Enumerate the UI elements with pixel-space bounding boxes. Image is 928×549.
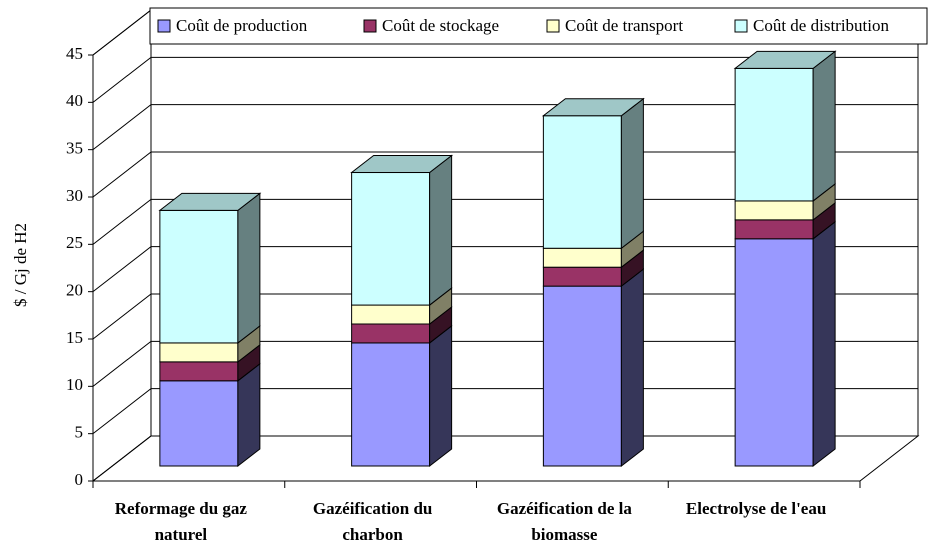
bar-segment xyxy=(734,238,814,467)
y-tick-label: 0 xyxy=(75,470,84,489)
y-tick-label: 45 xyxy=(66,44,83,63)
y-tick-label: 15 xyxy=(66,328,83,347)
bar-segment xyxy=(542,247,622,268)
grid-line xyxy=(92,104,918,151)
bar-segment xyxy=(542,266,622,287)
legend-swatch xyxy=(157,19,171,33)
legend-label: Coût de stockage xyxy=(382,16,499,35)
bar-side xyxy=(620,268,644,468)
y-tick-label: 5 xyxy=(75,423,84,442)
bar-side xyxy=(620,97,644,250)
grid-line xyxy=(92,246,918,293)
x-tick-label: Reformage du gaz naturel xyxy=(114,499,247,544)
legend-label: Coût de transport xyxy=(565,16,683,35)
bar-top xyxy=(733,50,837,69)
bar-side xyxy=(237,192,261,344)
bar-segment xyxy=(542,285,622,467)
bar-segment xyxy=(734,219,814,240)
grid-line xyxy=(92,56,918,103)
bar-segment xyxy=(351,342,431,467)
bar-top xyxy=(350,155,454,174)
bar-segment xyxy=(159,342,239,363)
left-wall xyxy=(92,8,152,483)
bar-segment xyxy=(542,115,622,249)
legend-label: Coût de production xyxy=(176,16,308,35)
grid-line xyxy=(92,340,918,387)
y-tick-label: 25 xyxy=(66,233,83,252)
x-tick-label: Gazéification de la biomasse xyxy=(496,499,632,544)
bar-segment xyxy=(159,380,239,467)
legend-swatch xyxy=(546,19,560,33)
grid-line xyxy=(92,198,918,245)
bar-segment xyxy=(159,209,239,344)
bar-side xyxy=(429,154,453,307)
legend-label: Coût de distribution xyxy=(753,16,890,35)
bar-segment xyxy=(734,200,814,221)
legend-swatch xyxy=(734,19,748,33)
bar-top xyxy=(541,98,645,117)
y-tick-label: 10 xyxy=(66,375,83,394)
grid-line xyxy=(92,388,918,435)
y-tick-label: 35 xyxy=(66,139,83,158)
bar-segment xyxy=(351,304,431,325)
grid-line xyxy=(92,151,918,198)
x-tick-label: Electrolyse de l'eau xyxy=(685,499,827,518)
x-tick-label: Gazéification du charbon xyxy=(312,499,433,544)
bar-side xyxy=(812,50,836,202)
y-tick-label: 40 xyxy=(66,91,83,110)
grid-line xyxy=(92,435,918,482)
bar-side xyxy=(237,362,261,468)
bar-segment xyxy=(351,172,431,306)
bar-side xyxy=(429,324,453,468)
bar-segment xyxy=(159,361,239,382)
y-tick-label: 30 xyxy=(66,186,83,205)
bar-segment xyxy=(351,323,431,344)
legend-swatch xyxy=(363,19,377,33)
grid-line xyxy=(92,293,918,340)
bar-segment xyxy=(734,67,814,202)
y-axis-label: $ / Gj de H2 xyxy=(11,223,30,307)
y-tick-label: 20 xyxy=(66,281,83,300)
bar-top xyxy=(158,192,262,211)
bar-side xyxy=(812,220,836,468)
legend-box xyxy=(149,7,928,45)
